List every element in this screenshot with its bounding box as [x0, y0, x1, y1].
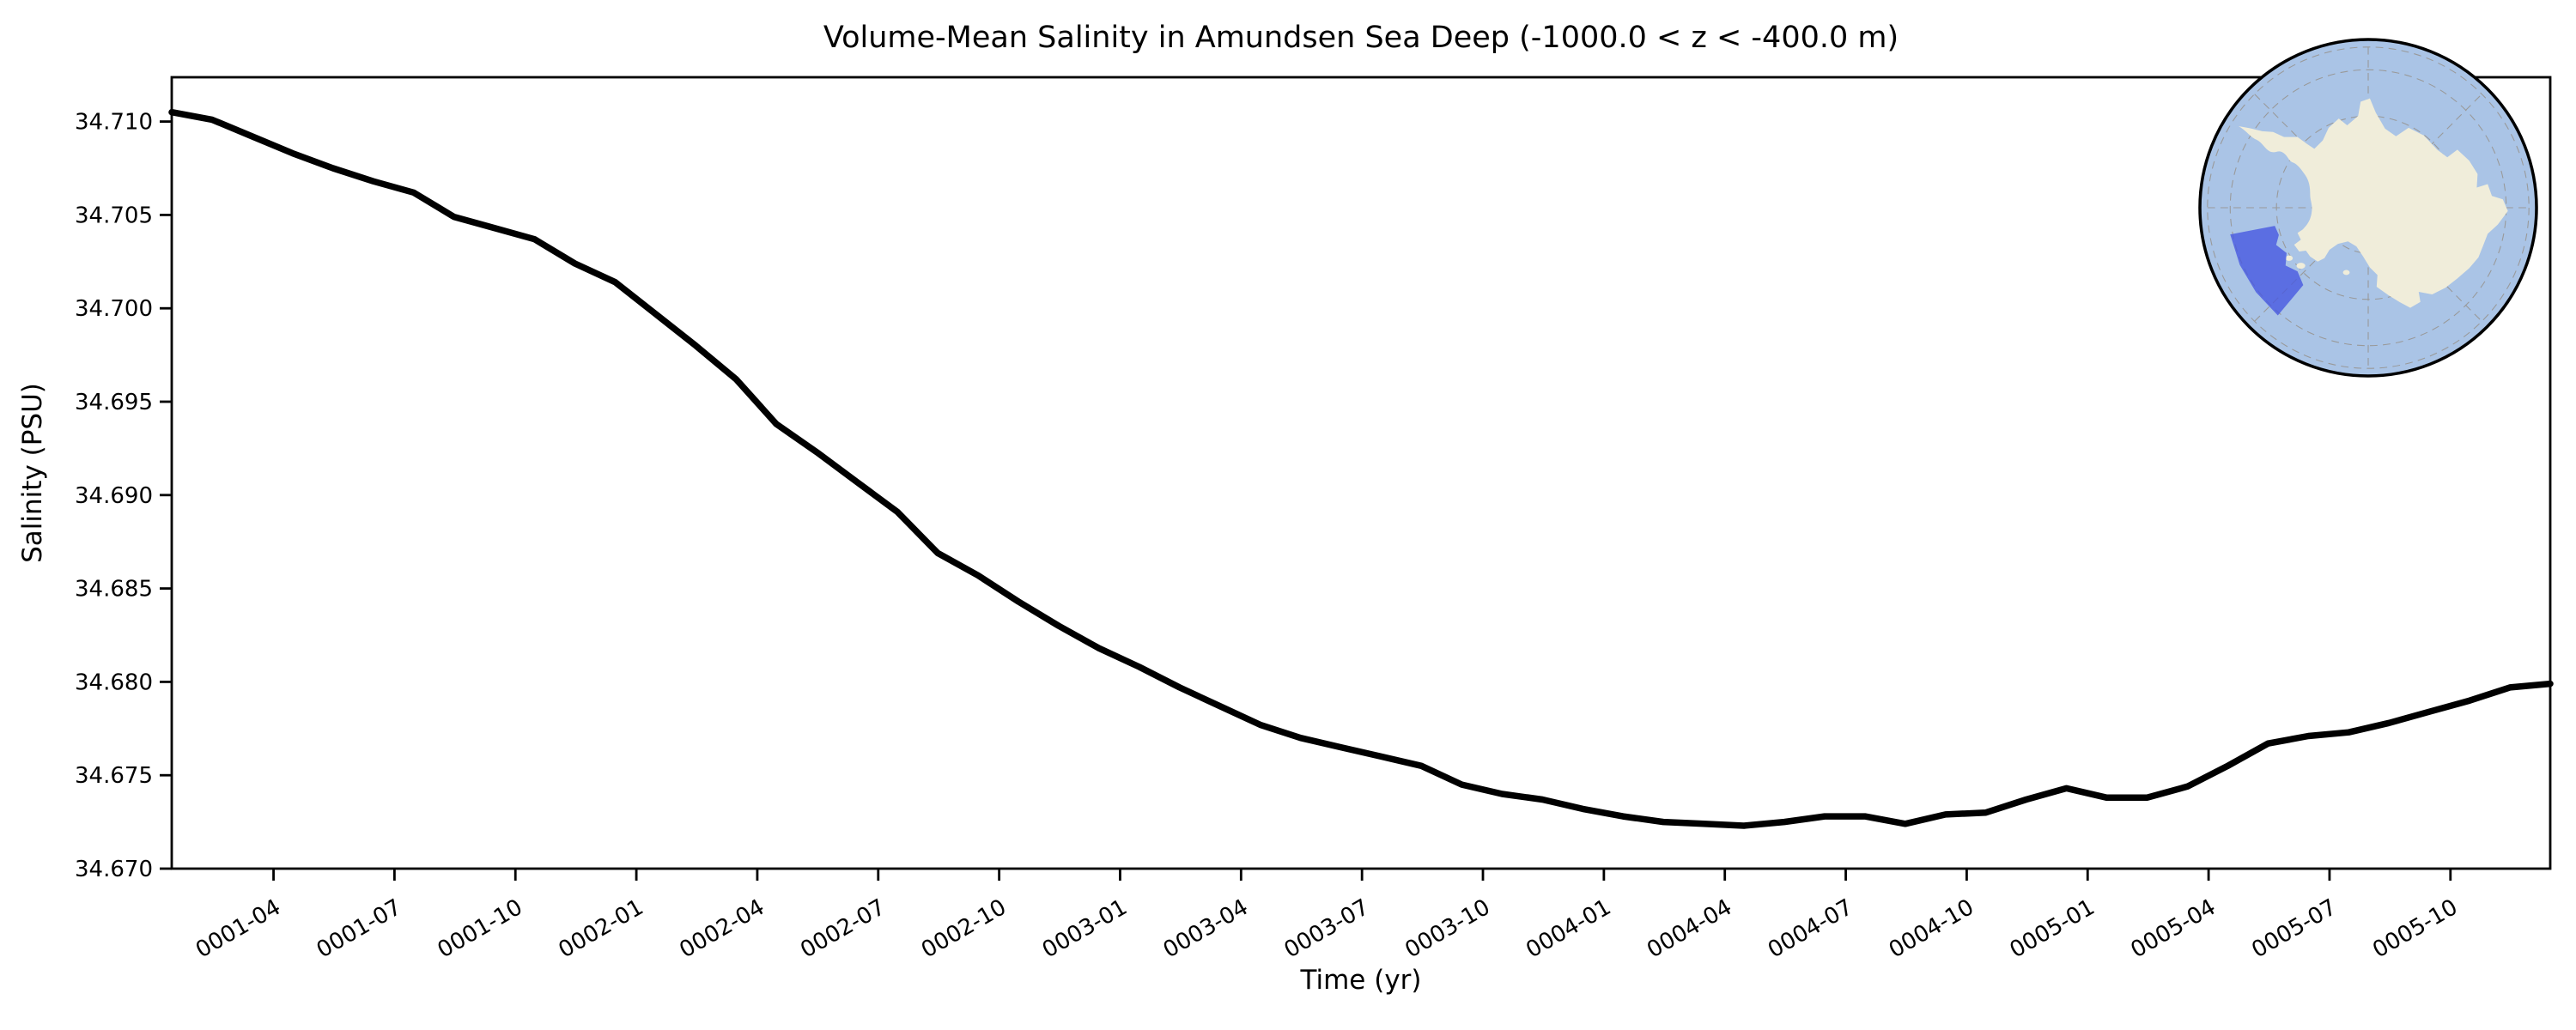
x-tick-label: 0003-07 [1280, 894, 1374, 963]
chart-title: Volume-Mean Salinity in Amundsen Sea Dee… [823, 21, 1899, 55]
inset-islands [2285, 156, 2350, 276]
x-tick-label: 0001-04 [191, 894, 285, 963]
x-tick-label: 0002-07 [796, 894, 890, 963]
inset-border-circle [2198, 38, 2538, 378]
x-tick-label: 0004-07 [1764, 894, 1857, 963]
x-tick-label: 0001-07 [313, 894, 406, 963]
x-tick-label: 0003-01 [1038, 894, 1132, 963]
x-tick-label: 0004-04 [1643, 894, 1736, 963]
highlighted-region-amundsen-sea [2230, 226, 2304, 316]
x-tick-label: 0005-01 [2006, 894, 2099, 963]
x-tick-label: 0005-04 [2127, 894, 2221, 963]
x-tick-label: 0004-10 [1885, 894, 1978, 963]
antarctica-inset-map [2198, 38, 2538, 378]
x-tick-label: 0005-10 [2368, 894, 2462, 963]
x-tick-label: 0003-10 [1400, 894, 1494, 963]
y-tick-label: 34.680 [75, 670, 153, 695]
x-tick-label: 0005-07 [2247, 894, 2341, 963]
x-axis-label: Time (yr) [1300, 965, 1422, 996]
plot-area: 34.670 34.675 34.680 34.685 34.690 34.695 34.7… [75, 76, 2554, 963]
x-tick-label: 0002-10 [917, 894, 1011, 963]
y-tick-label: 34.705 [75, 203, 153, 228]
y-tick-label: 34.695 [75, 390, 153, 415]
x-tick-label: 0004-01 [1522, 894, 1615, 963]
y-tick-label: 34.670 [75, 857, 153, 882]
y-tick-label: 34.685 [75, 577, 153, 603]
y-axis-label: Salinity (PSU) [17, 383, 48, 563]
salinity-line [168, 108, 2554, 829]
y-tick-label: 34.710 [75, 110, 153, 136]
x-tick-label: 0001-10 [434, 894, 527, 963]
x-tick-label: 0003-04 [1159, 894, 1253, 963]
x-tick-label: 0002-04 [675, 894, 769, 963]
y-tick-label: 34.700 [75, 296, 153, 322]
y-tick-label: 34.690 [75, 483, 153, 509]
y-tick-label: 34.675 [75, 763, 153, 789]
x-tick-label: 0002-01 [555, 894, 648, 963]
antarctica-landmass [2239, 98, 2508, 308]
